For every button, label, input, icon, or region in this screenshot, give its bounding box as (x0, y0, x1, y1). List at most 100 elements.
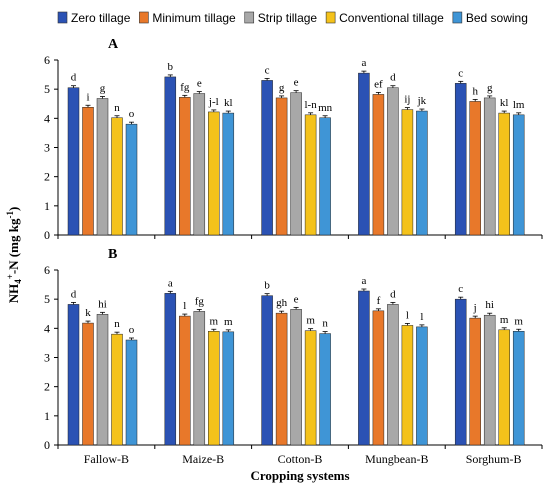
significance-letter: k (85, 307, 91, 319)
bar-maize-b-s1 (164, 293, 177, 446)
bar-sorghum-b-s3 (483, 97, 496, 236)
significance-letter: g (279, 82, 285, 94)
significance-letter: n (322, 318, 328, 330)
significance-letter: n (114, 318, 120, 330)
bar-maize-b-s3 (193, 311, 206, 446)
significance-letter: m (514, 315, 523, 327)
significance-letter: mn (318, 102, 333, 114)
y-tick-label: 1 (44, 199, 50, 213)
x-tick-label: Mungbean-B (365, 452, 428, 466)
bar-cotton-b-s4 (304, 330, 317, 446)
bar-fallow-b-s2 (82, 107, 94, 236)
significance-letter: e (197, 78, 202, 90)
significance-letter: j (473, 302, 477, 314)
x-tick-label: Fallow-B (84, 452, 129, 466)
significance-letter: jk (417, 95, 427, 107)
bar-maize-b-s5 (222, 331, 235, 446)
significance-letter: l (406, 309, 409, 321)
legend: Zero tillage Minimum tillage Strip tillage… (57, 11, 528, 25)
significance-letter: b (168, 61, 174, 73)
y-tick-label: 3 (44, 351, 50, 365)
bar-cotton-b-s1 (261, 80, 273, 236)
legend-swatch-3 (244, 11, 255, 24)
bar-mungbean-b-s3 (387, 304, 399, 446)
significance-letter: l (183, 300, 186, 312)
bar-sorghum-b-s5 (512, 331, 525, 446)
legend-label-3: Strip tillage (258, 11, 318, 25)
significance-letter: ef (374, 78, 383, 90)
bar-sorghum-b-s1 (454, 298, 467, 446)
y-tick-label: 0 (44, 438, 50, 452)
y-tick-label: 3 (44, 141, 50, 155)
significance-letter: fg (195, 295, 205, 307)
significance-letter: d (71, 288, 77, 300)
significance-letter: c (458, 283, 463, 295)
y-tick-label: 0 (44, 228, 50, 242)
bar-maize-b-s5 (222, 112, 235, 236)
bar-cotton-b-s1 (261, 295, 273, 446)
bar-maize-b-s1 (164, 76, 177, 236)
significance-letter: o (129, 108, 135, 120)
bar-sorghum-b-s3 (483, 314, 496, 446)
bar-fallow-b-s4 (111, 117, 123, 236)
significance-letter: gh (276, 297, 288, 309)
significance-letter: c (265, 64, 270, 76)
legend-swatch-2 (139, 11, 149, 24)
significance-letter: j-l (208, 96, 219, 108)
significance-letter: g (487, 82, 493, 94)
bar-sorghum-b-s1 (454, 83, 467, 236)
bar-maize-b-s4 (208, 331, 220, 446)
bar-cotton-b-s3 (290, 92, 302, 236)
bar-cotton-b-s2 (275, 312, 288, 446)
bar-maize-b-s2 (179, 97, 191, 236)
significance-letter: kl (500, 97, 509, 109)
legend-label-5: Bed sowing (466, 11, 528, 25)
bar-fallow-b-s1 (67, 87, 80, 236)
bar-fallow-b-s5 (125, 339, 138, 446)
y-tick-label: 4 (44, 321, 50, 335)
significance-letter: m (500, 314, 509, 326)
bar-maize-b-s2 (179, 315, 191, 446)
significance-letter: kl (224, 97, 233, 109)
bar-cotton-b-s3 (290, 309, 302, 446)
significance-letter: ij (404, 94, 410, 106)
significance-letter: o (129, 324, 135, 336)
significance-letter: a (361, 57, 366, 69)
bar-mungbean-b-s5 (416, 326, 428, 446)
legend-label-2: Minimum tillage (152, 11, 236, 25)
bar-mungbean-b-s2 (372, 310, 385, 446)
legend-swatch-4 (325, 11, 336, 24)
significance-letter: m (210, 315, 219, 327)
bar-mungbean-b-s2 (372, 94, 385, 236)
y-tick-label: 1 (44, 409, 50, 423)
y-tick-label: 4 (44, 111, 50, 125)
y-tick-label: 6 (44, 53, 50, 67)
significance-letter: l (420, 311, 423, 323)
bar-fallow-b-s3 (96, 314, 109, 446)
bar-sorghum-b-s4 (498, 329, 510, 446)
bar-fallow-b-s2 (82, 322, 94, 446)
bar-mungbean-b-s4 (401, 325, 414, 446)
significance-letter: a (361, 275, 366, 287)
significance-letter: n (114, 102, 120, 114)
significance-letter: e (294, 77, 299, 89)
bar-mungbean-b-s1 (358, 290, 370, 446)
y-tick-label: 5 (44, 82, 50, 96)
significance-letter: e (294, 293, 299, 305)
bar-mungbean-b-s4 (401, 109, 414, 236)
significance-letter: h (472, 85, 478, 97)
legend-swatch-5 (452, 11, 463, 24)
significance-letter: l-n (304, 99, 317, 111)
bar-mungbean-b-s5 (416, 110, 428, 236)
significance-letter: fg (180, 81, 190, 93)
bar-cotton-b-s5 (319, 117, 331, 236)
bar-fallow-b-s3 (96, 98, 109, 236)
legend-swatch-1 (57, 11, 68, 24)
bar-maize-b-s3 (193, 93, 206, 236)
significance-letter: d (390, 288, 396, 300)
x-axis-title: Cropping systems (250, 468, 349, 483)
legend-label-1: Zero tillage (71, 11, 131, 25)
